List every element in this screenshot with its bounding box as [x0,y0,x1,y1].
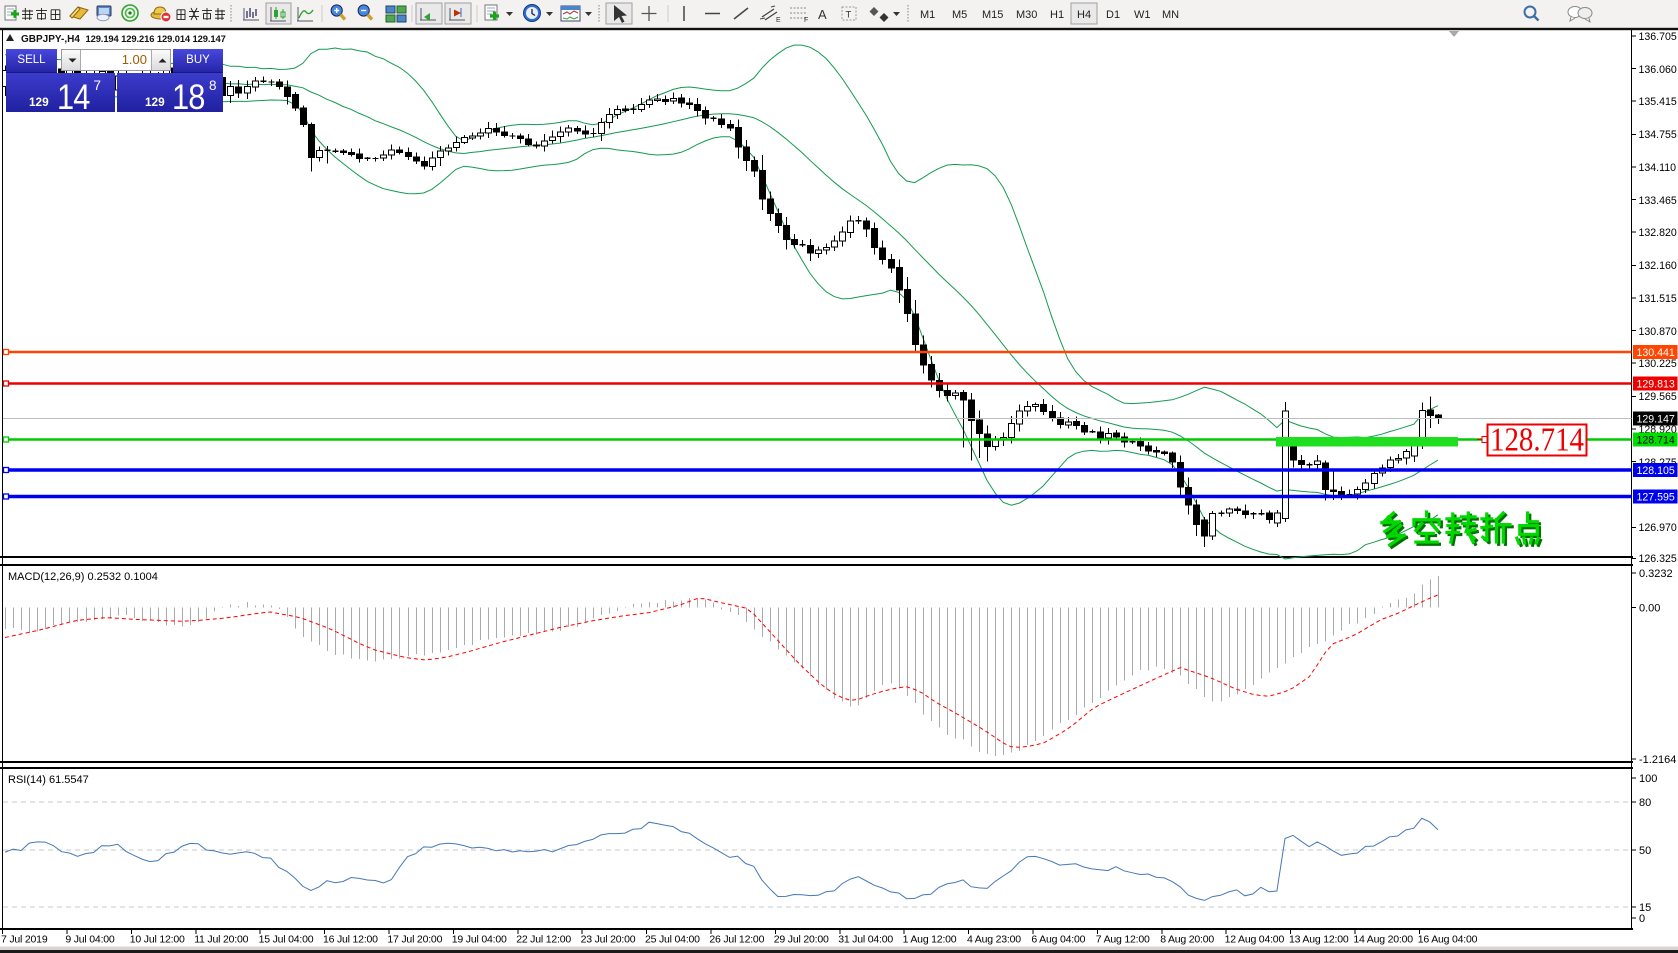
svg-text:10 Jul 12:00: 10 Jul 12:00 [130,934,185,946]
svg-text:132.160: 132.160 [1639,260,1677,272]
svg-text:135.415: 135.415 [1639,96,1677,108]
svg-text:131.515: 131.515 [1639,293,1677,305]
svg-text:4 Aug 23:00: 4 Aug 23:00 [967,934,1021,946]
svg-text:129.813: 129.813 [1637,379,1675,391]
svg-text:M5: M5 [952,9,967,21]
svg-text:128.714: 128.714 [1637,435,1675,447]
svg-text:W1: W1 [1134,9,1151,21]
svg-text:16 Jul 12:00: 16 Jul 12:00 [323,934,378,946]
svg-text:15: 15 [1639,902,1651,914]
svg-text:26 Jul 12:00: 26 Jul 12:00 [709,934,764,946]
svg-text:8 Aug 20:00: 8 Aug 20:00 [1160,934,1214,946]
svg-text:17 Jul 20:00: 17 Jul 20:00 [387,934,442,946]
svg-text:F: F [804,17,808,24]
svg-text:M30: M30 [1016,9,1037,21]
svg-text:19 Jul 04:00: 19 Jul 04:00 [452,934,507,946]
svg-text:130.870: 130.870 [1639,326,1677,338]
svg-text:0: 0 [1639,913,1645,925]
svg-text:134.755: 134.755 [1639,129,1677,141]
svg-text:12 Aug 04:00: 12 Aug 04:00 [1225,934,1285,946]
svg-text:RSI(14) 61.5547: RSI(14) 61.5547 [8,774,89,786]
svg-text:133.465: 133.465 [1639,195,1677,207]
svg-text:31 Jul 04:00: 31 Jul 04:00 [838,934,893,946]
svg-text:7 Jul 2019: 7 Jul 2019 [1,934,48,946]
svg-text:23 Jul 20:00: 23 Jul 20:00 [581,934,636,946]
svg-text:129.147: 129.147 [1637,414,1675,426]
svg-text:11 Jul 20:00: 11 Jul 20:00 [194,934,248,946]
svg-text:130.441: 130.441 [1637,347,1675,359]
svg-text:A: A [818,7,827,22]
svg-text:25 Jul 04:00: 25 Jul 04:00 [645,934,700,946]
svg-text:100: 100 [1639,773,1657,785]
svg-text:7 Aug 12:00: 7 Aug 12:00 [1096,934,1150,946]
svg-text:14 Aug 20:00: 14 Aug 20:00 [1353,934,1413,946]
svg-text:T: T [846,10,852,21]
svg-text:MN: MN [1162,9,1179,21]
svg-text:22 Jul 12:00: 22 Jul 12:00 [516,934,571,946]
svg-text:16 Aug 04:00: 16 Aug 04:00 [1418,934,1478,946]
svg-text:29 Jul 20:00: 29 Jul 20:00 [774,934,829,946]
svg-text:50: 50 [1639,845,1651,857]
svg-text:130.225: 130.225 [1639,358,1677,370]
svg-text:136.705: 136.705 [1639,31,1677,43]
svg-text:M15: M15 [982,9,1003,21]
svg-text:13 Aug 12:00: 13 Aug 12:00 [1289,934,1349,946]
svg-text:MACD(12,26,9) 0.2532 0.1004: MACD(12,26,9) 0.2532 0.1004 [8,571,158,583]
svg-text:132.820: 132.820 [1639,227,1677,239]
svg-text:128.105: 128.105 [1637,465,1675,477]
svg-text:D1: D1 [1106,9,1120,21]
svg-text:129.565: 129.565 [1639,391,1677,403]
svg-text:H4: H4 [1077,9,1091,21]
svg-text:126.970: 126.970 [1639,522,1677,534]
svg-text:6 Aug 04:00: 6 Aug 04:00 [1031,934,1085,946]
svg-text:80: 80 [1639,797,1651,809]
svg-text:136.060: 136.060 [1639,64,1677,76]
svg-text:134.110: 134.110 [1639,162,1677,174]
svg-text:0.00: 0.00 [1639,603,1660,615]
svg-text:127.595: 127.595 [1637,492,1675,504]
svg-text:H1: H1 [1050,9,1064,21]
svg-text:126.325: 126.325 [1639,553,1677,565]
svg-text:9 Jul 04:00: 9 Jul 04:00 [65,934,115,946]
svg-text:128.714: 128.714 [1490,422,1584,459]
svg-text:M1: M1 [920,9,935,21]
svg-text:1 Aug 12:00: 1 Aug 12:00 [903,934,957,946]
svg-text:E: E [776,17,781,24]
svg-text:15 Jul 04:00: 15 Jul 04:00 [259,934,314,946]
svg-text:-1.2164: -1.2164 [1639,754,1676,766]
svg-text:0.3232: 0.3232 [1639,568,1673,580]
